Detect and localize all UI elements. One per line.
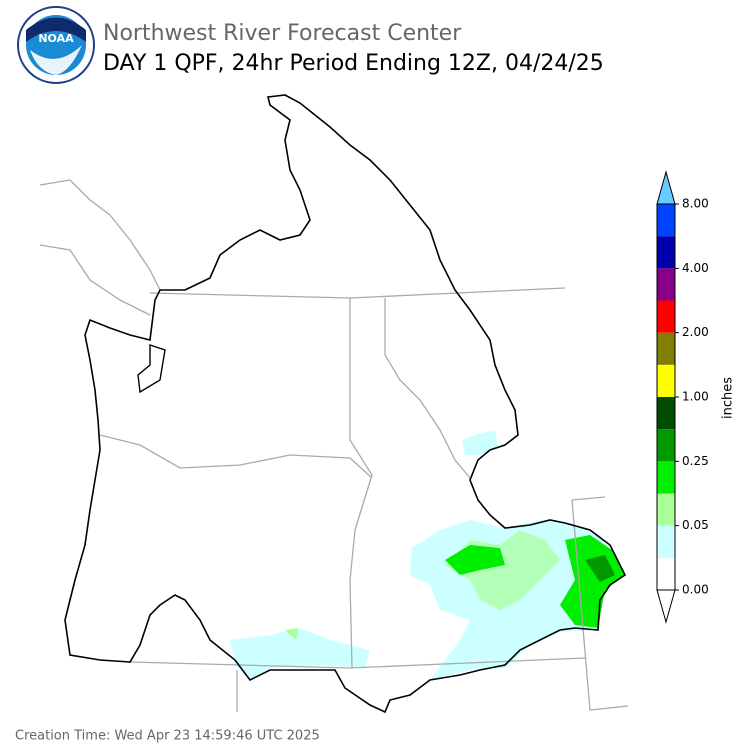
colorbar-tick-label: 2.00 (682, 325, 709, 339)
colorbar-segment (657, 268, 675, 301)
colorbar-segment (657, 332, 675, 365)
creation-time: Creation Time: Wed Apr 23 14:59:46 UTC 2… (15, 729, 320, 744)
puget-sound (137, 344, 166, 394)
basin-outline (64, 94, 627, 714)
colorbar-tick-label: 0.00 (682, 583, 709, 597)
colorbar-segment (657, 493, 675, 526)
colorbar-segment (657, 204, 675, 237)
colorbar-tick-label: 0.05 (682, 518, 709, 532)
colorbar-segment (657, 236, 675, 269)
colorbar-segment (657, 364, 675, 397)
colorbar-segment (657, 300, 675, 333)
precipitation (230, 430, 625, 680)
colorbar-segment (657, 429, 675, 462)
subtitle: DAY 1 QPF, 24hr Period Ending 12Z, 04/24… (103, 51, 604, 76)
logo: NOAA (17, 6, 95, 84)
colorbar-under (656, 589, 676, 624)
colorbar-tick-label: 8.00 (682, 197, 709, 211)
colorbar-tick-label: 4.00 (682, 261, 709, 275)
title: Northwest River Forecast Center (103, 21, 462, 46)
colorbar-segment (657, 397, 675, 430)
colorbar-tick-label: 0.25 (682, 454, 709, 468)
colorbar: 0.00 0.05 0.25 1.00 2.00 4.00 8.00 (656, 170, 709, 624)
colorbar-segment (657, 525, 675, 558)
colorbar-over (656, 170, 676, 205)
colorbar-segment (657, 461, 675, 494)
logo-text: NOAA (38, 32, 74, 45)
colorbar-segment (657, 557, 675, 590)
colorbar-label: inches (721, 377, 736, 419)
colorbar-tick-label: 1.00 (682, 390, 709, 404)
borders (39, 179, 629, 712)
